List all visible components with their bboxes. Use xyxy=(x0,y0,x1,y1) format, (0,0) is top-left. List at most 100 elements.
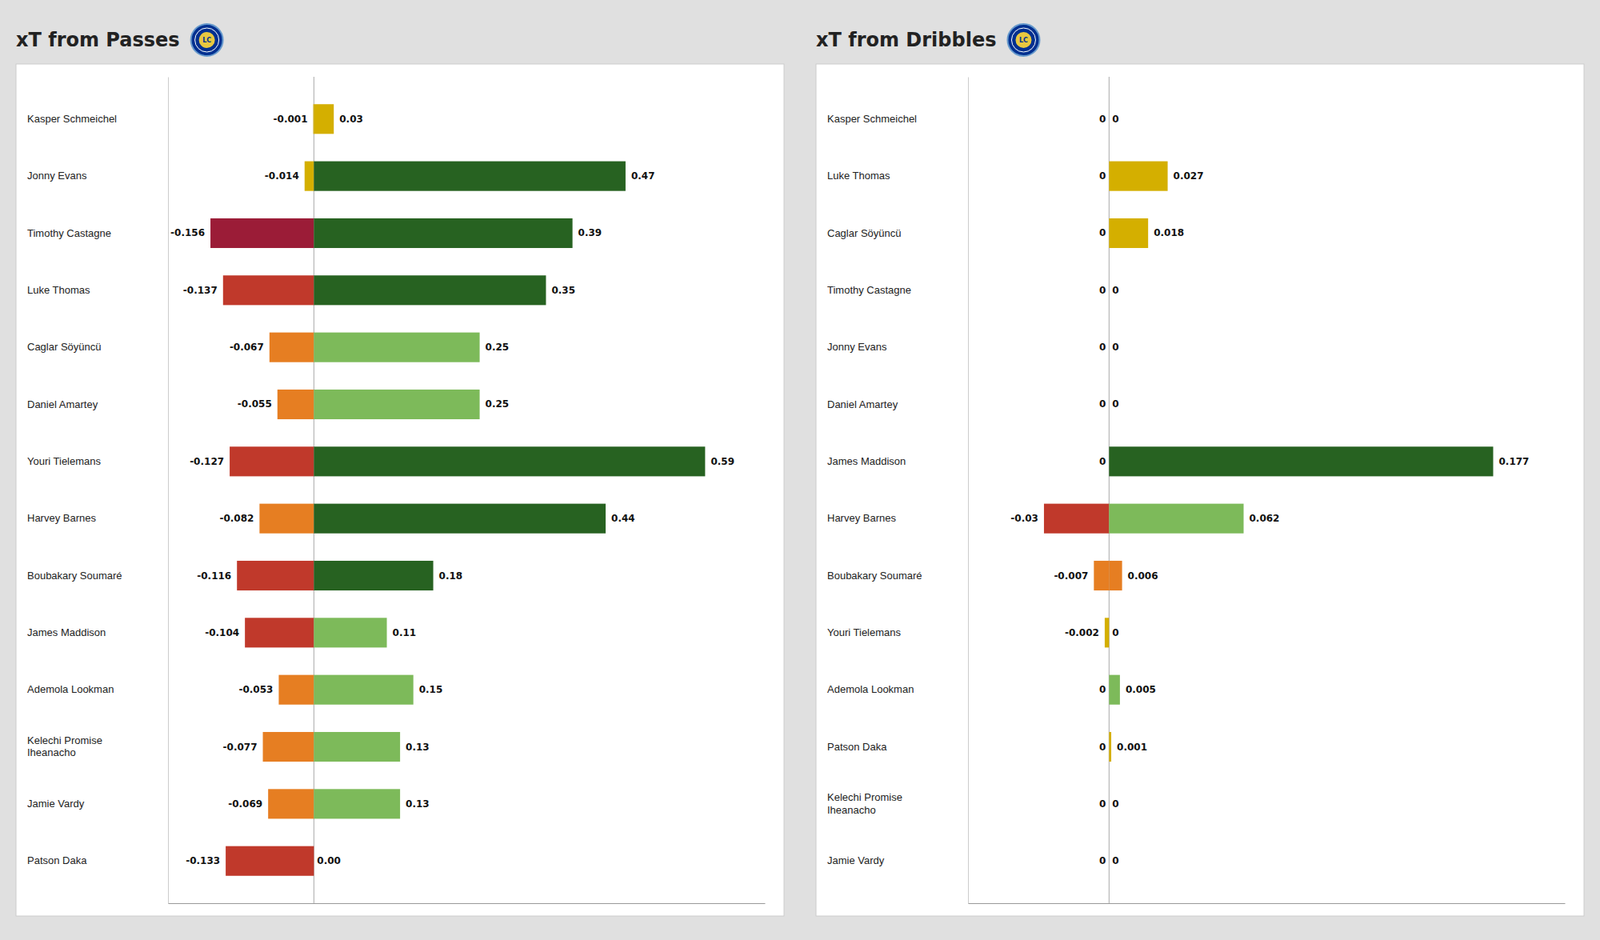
y-tick-label-line: Timothy Castagne xyxy=(27,227,112,240)
y-tick-label: Kelechi PromiseIheanacho xyxy=(827,791,903,816)
y-axis: Kasper SchmeichelLuke ThomasCaglar Söyün… xyxy=(827,77,969,904)
y-tick-label-line: Harvey Barnes xyxy=(27,512,96,524)
data-label: 0.59 xyxy=(710,456,735,468)
bar xyxy=(1108,846,1110,876)
y-tick-label: Youri Tielemans xyxy=(827,626,902,639)
y-tick-label: James Maddison xyxy=(827,455,906,468)
data-label: -0.077 xyxy=(223,741,258,753)
y-tick: Ademola Lookman xyxy=(27,683,168,696)
y-axis-line xyxy=(168,77,169,904)
y-tick-label: Patson Daka xyxy=(827,740,888,753)
y-tick-label-line: Ademola Lookman xyxy=(827,683,914,696)
y-tick: Timothy Castagne xyxy=(827,284,968,296)
x-axis xyxy=(168,903,766,904)
badge: LC xyxy=(191,24,224,56)
data-label: 0.00 xyxy=(316,855,341,867)
bar xyxy=(210,218,314,248)
y-tick-label-line: Iheanacho xyxy=(827,804,876,816)
data-label: 0 xyxy=(1112,398,1119,410)
y-tick: Ademola Lookman xyxy=(827,683,968,696)
data-label: -0.053 xyxy=(238,684,273,696)
y-tick: Harvey Barnes xyxy=(27,512,168,524)
y-tick-label: Ademola Lookman xyxy=(827,683,914,696)
bars xyxy=(1044,161,1494,762)
bar xyxy=(225,846,314,876)
data-label: 0 xyxy=(1112,627,1119,639)
bar xyxy=(244,617,314,648)
bar xyxy=(1108,332,1110,363)
y-tick: Kelechi PromiseIheanacho xyxy=(827,791,968,816)
y-tick-label: Boubakary Soumaré xyxy=(27,569,123,582)
bar xyxy=(313,275,546,305)
bar xyxy=(259,504,314,534)
data-label: 0.13 xyxy=(405,741,430,753)
y-tick-label-line: Patson Daka xyxy=(27,854,88,867)
y-tick-label-line: Timothy Castagne xyxy=(827,284,912,296)
data-label: -0.104 xyxy=(204,627,240,639)
y-tick-label-line: Daniel Amartey xyxy=(827,398,899,411)
bar xyxy=(1108,504,1244,534)
data-label: 0.39 xyxy=(578,227,603,239)
y-tick-label-line: Kasper Schmeichel xyxy=(27,112,117,125)
bar xyxy=(1108,389,1110,420)
badge-center xyxy=(1015,32,1032,48)
y-tick: Caglar Söyüncü xyxy=(827,227,968,240)
y-tick-label-line: Kelechi Promise xyxy=(827,791,903,804)
y-tick-label: Timothy Castagne xyxy=(27,227,112,240)
bar xyxy=(313,732,400,762)
bar xyxy=(1108,104,1110,134)
y-tick-label-line: Jonny Evans xyxy=(27,169,88,182)
data-label: 0 xyxy=(1099,227,1106,239)
y-tick-label-line: Caglar Söyüncü xyxy=(27,340,102,353)
data-labels: 0000000-0.03-0.007-0.002000000.0270.0180… xyxy=(1010,113,1529,867)
bar xyxy=(229,446,314,476)
y-tick-label: Ademola Lookman xyxy=(27,683,114,696)
x-axis-line xyxy=(168,903,766,904)
plot-area: -0.001-0.014-0.156-0.137-0.067-0.055-0.1… xyxy=(27,76,766,904)
y-tick: James Maddison xyxy=(27,626,168,639)
y-tick: Kasper Schmeichel xyxy=(27,112,168,125)
bars xyxy=(210,104,705,876)
y-tick: Caglar Söyüncü xyxy=(27,340,168,353)
y-tick-label-line: Kelechi Promise xyxy=(27,734,103,747)
bar xyxy=(1104,617,1109,648)
badge-outer xyxy=(191,24,224,56)
bar xyxy=(1108,560,1122,591)
data-label: -0.014 xyxy=(264,170,300,182)
zero-line xyxy=(1108,76,1110,904)
bar xyxy=(313,161,626,192)
bar xyxy=(313,389,480,420)
data-labels: -0.001-0.014-0.156-0.137-0.067-0.055-0.1… xyxy=(170,113,735,867)
y-tick-label: Timothy Castagne xyxy=(827,284,912,296)
data-label: -0.116 xyxy=(196,570,232,582)
y-tick-label-line: Youri Tielemans xyxy=(27,455,102,468)
bar xyxy=(1108,275,1110,305)
y-tick-label: Harvey Barnes xyxy=(27,512,96,524)
panel-frame xyxy=(16,64,784,916)
y-tick-label: Boubakary Soumaré xyxy=(827,569,923,582)
data-label: -0.156 xyxy=(170,227,205,239)
data-label: 0.027 xyxy=(1173,170,1204,182)
data-label: 0.03 xyxy=(339,113,364,125)
data-label: 0.11 xyxy=(392,627,417,639)
y-tick: Harvey Barnes xyxy=(827,512,968,524)
y-tick: Kelechi PromiseIheanacho xyxy=(27,734,168,760)
bar xyxy=(1108,104,1110,134)
data-label: -0.03 xyxy=(1010,512,1039,524)
bar xyxy=(1044,504,1109,534)
bar xyxy=(1108,218,1148,248)
y-tick-label-line: Boubakary Soumaré xyxy=(27,569,123,582)
y-tick-label: Youri Tielemans xyxy=(27,455,102,468)
y-tick-label: James Maddison xyxy=(27,626,106,639)
data-label: 0 xyxy=(1112,855,1119,867)
data-label: 0.18 xyxy=(439,570,464,582)
data-label: 0.005 xyxy=(1125,684,1156,696)
y-tick-label: Kasper Schmeichel xyxy=(27,112,117,125)
data-label: 0.25 xyxy=(485,398,510,410)
data-label: 0 xyxy=(1099,798,1106,810)
x-axis-line xyxy=(968,903,1566,904)
y-tick: Youri Tielemans xyxy=(27,455,168,468)
y-tick-label: Daniel Amartey xyxy=(27,398,99,411)
bar xyxy=(1108,732,1112,762)
data-label: 0 xyxy=(1099,341,1106,353)
